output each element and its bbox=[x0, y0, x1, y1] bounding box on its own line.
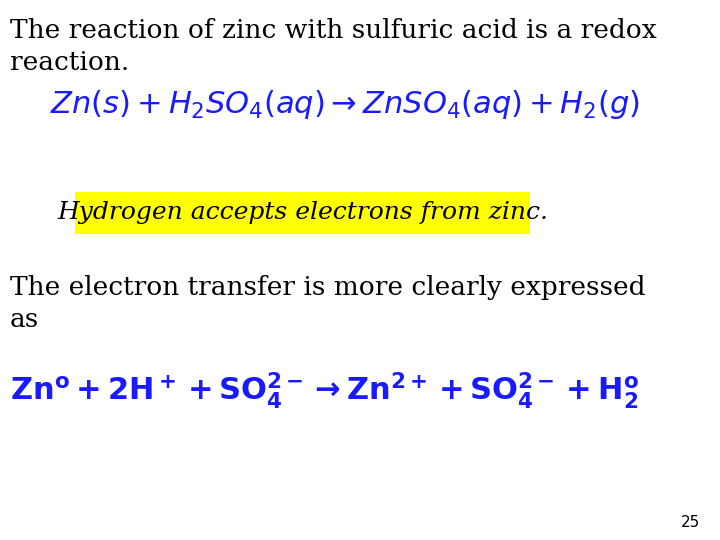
Text: 25: 25 bbox=[680, 515, 700, 530]
FancyBboxPatch shape bbox=[75, 192, 530, 234]
Text: The reaction of zinc with sulfuric acid is a redox: The reaction of zinc with sulfuric acid … bbox=[10, 18, 657, 43]
Text: as: as bbox=[10, 307, 40, 332]
Text: reaction.: reaction. bbox=[10, 50, 130, 75]
Text: $\mathbf{Zn^o + 2H^+ + SO_4^{2-} \rightarrow Zn^{2+} + SO_4^{2-} + H_2^o}$: $\mathbf{Zn^o + 2H^+ + SO_4^{2-} \righta… bbox=[10, 370, 639, 411]
Text: Hydrogen accepts electrons from zinc.: Hydrogen accepts electrons from zinc. bbox=[57, 201, 548, 225]
Text: $\mathit{Zn(s) + H_2SO_4(aq) \rightarrow ZnSO_4(aq) + H_2(g)}$: $\mathit{Zn(s) + H_2SO_4(aq) \rightarrow… bbox=[50, 88, 639, 121]
Text: The electron transfer is more clearly expressed: The electron transfer is more clearly ex… bbox=[10, 275, 646, 300]
